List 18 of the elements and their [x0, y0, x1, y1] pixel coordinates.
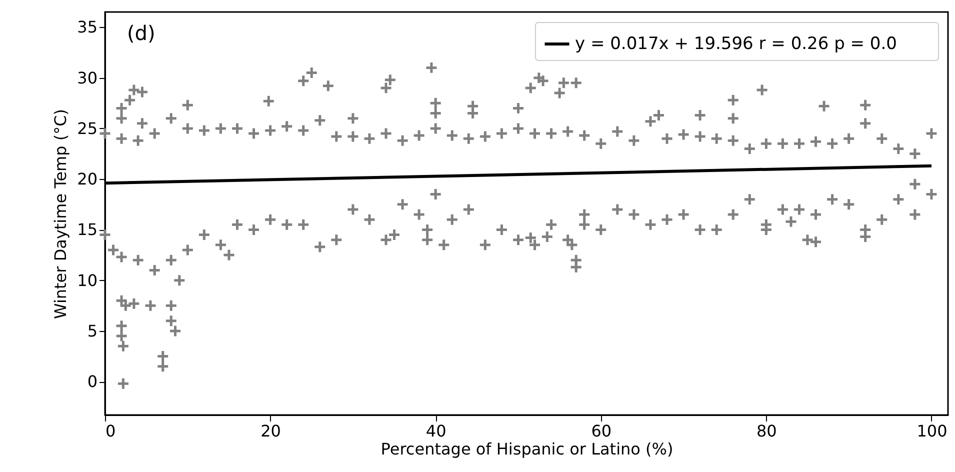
x-tick-label: 80	[756, 422, 777, 440]
y-tick-label: 20	[77, 170, 98, 189]
x-tick-label: 100	[916, 422, 948, 440]
x-axis-title: Percentage of Hispanic or Latino (%)	[380, 440, 674, 458]
legend-label: y = 0.017x + 19.596 r = 0.26 p = 0.0	[575, 34, 897, 54]
x-tick-label: 20	[260, 422, 281, 440]
y-tick-label: 0	[87, 372, 98, 392]
y-tick-label: 35	[77, 18, 98, 37]
x-tick-label: 0	[106, 422, 116, 440]
y-tick-label: 5	[87, 321, 98, 340]
x-tick-label: 40	[426, 422, 446, 440]
annotation: (d)	[127, 21, 156, 45]
y-tick-label: 15	[77, 220, 98, 240]
y-axis-title: Winter Daytime Temp (°C)	[51, 108, 70, 320]
y-tick-label: 25	[77, 118, 98, 138]
x-tick-label: 60	[591, 422, 612, 440]
y-tick-label: 10	[77, 270, 98, 290]
y-tick-label: 30	[77, 68, 98, 88]
